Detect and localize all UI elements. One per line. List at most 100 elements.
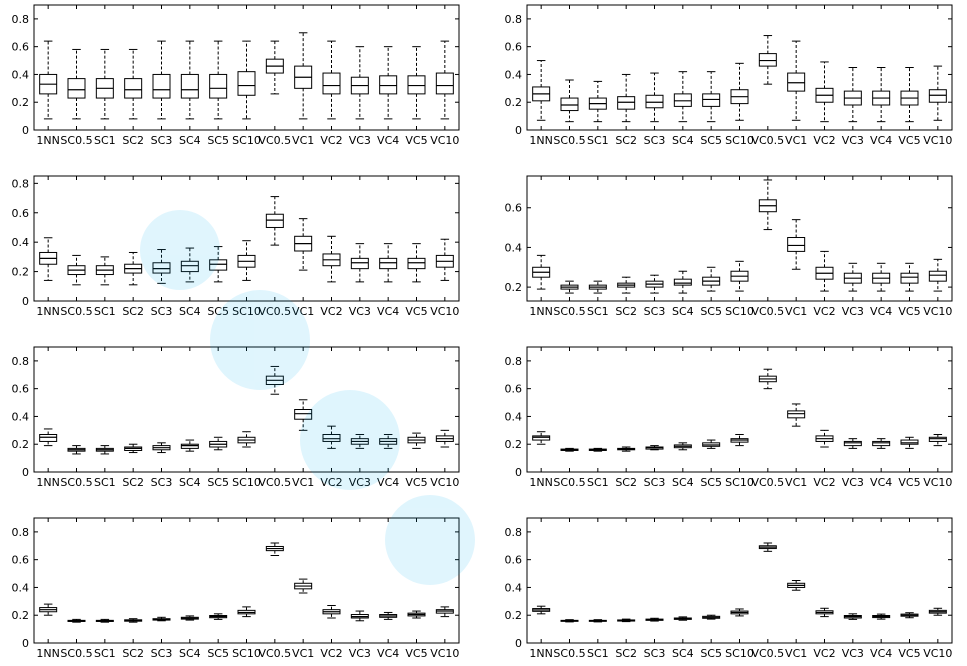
x-tick-label: VC4 — [870, 476, 892, 489]
x-tick-label: VC10 — [923, 476, 952, 489]
box-VC2 — [815, 429, 834, 448]
x-tick-label: 1NN — [36, 305, 59, 318]
x-tick-label: VC1 — [292, 134, 314, 147]
y-tick-label: 0.6 — [505, 202, 523, 215]
x-tick-label: VC10 — [430, 647, 459, 660]
iqr-box — [407, 75, 426, 95]
x-tick-label: SC10 — [232, 134, 261, 147]
box-SC2 — [617, 276, 636, 294]
box-VC0.5 — [758, 35, 777, 85]
box-VC3 — [350, 243, 369, 283]
box-SC10 — [730, 62, 749, 121]
box-SC10 — [237, 606, 256, 618]
y-tick-label: 0 — [515, 637, 522, 650]
box-1NN — [39, 237, 58, 281]
box-VC5 — [407, 432, 426, 449]
iqr-box — [379, 257, 398, 270]
iqr-box — [180, 260, 199, 273]
box-SC5 — [209, 40, 228, 120]
y-tick-label: 0 — [22, 637, 29, 650]
box-SC0.5 — [67, 618, 86, 623]
iqr-box — [532, 435, 551, 441]
y-tick-label: 0.2 — [505, 609, 523, 622]
y-tick-label: 0.4 — [12, 581, 30, 594]
x-tick-label: VC4 — [870, 305, 892, 318]
x-tick-label: SC1 — [94, 647, 116, 660]
x-tick-label: SC1 — [587, 647, 609, 660]
box-VC4 — [872, 438, 891, 449]
x-tick-label: SC10 — [725, 305, 754, 318]
y-tick-label: 0 — [22, 466, 29, 479]
iqr-box — [787, 237, 806, 252]
box-VC0.5 — [265, 365, 284, 395]
x-tick-label: VC4 — [377, 134, 399, 147]
box-VC4 — [872, 262, 891, 292]
y-tick-label: 0.4 — [505, 241, 523, 254]
box-VC0.5 — [265, 196, 284, 246]
x-tick-label: 1NN — [36, 134, 59, 147]
x-tick-label: SC5 — [207, 134, 229, 147]
x-tick-label: VC2 — [320, 476, 342, 489]
box-VC0.5 — [265, 542, 284, 556]
y-tick-label: 0.6 — [12, 554, 30, 567]
box-SC3 — [152, 616, 171, 622]
y-tick-label: 0.4 — [12, 68, 30, 81]
axes-frame — [33, 517, 460, 644]
iqr-box — [928, 436, 947, 442]
iqr-box — [180, 443, 199, 449]
x-tick-label: SC3 — [151, 305, 173, 318]
x-tick-label: SC1 — [587, 134, 609, 147]
box-SC10 — [730, 260, 749, 292]
iqr-box — [379, 75, 398, 95]
box-SC3 — [152, 442, 171, 454]
box-VC1 — [294, 578, 313, 594]
iqr-box — [872, 440, 891, 447]
box-SC4 — [673, 616, 692, 621]
x-tick-label: SC1 — [587, 305, 609, 318]
chart-panel-5: 0 0.2 0.4 0.6 0.8 1NN SC0.5 SC1 SC2 SC3 SC4 SC5 SC10… — [12, 346, 460, 489]
y-tick-label: 0.2 — [505, 438, 523, 451]
box-VC10 — [435, 238, 454, 281]
box-1NN — [39, 40, 58, 120]
iqr-box — [237, 71, 256, 96]
x-tick-label: SC4 — [672, 134, 694, 147]
box-SC5 — [702, 266, 721, 292]
box-SC1 — [95, 618, 114, 623]
box-VC0.5 — [265, 40, 284, 95]
y-tick-label: 0 — [22, 295, 29, 308]
box-VC3 — [350, 46, 369, 120]
iqr-box — [560, 97, 579, 112]
x-tick-label: SC2 — [615, 476, 637, 489]
x-tick-label: VC3 — [842, 134, 864, 147]
box-VC2 — [815, 61, 834, 123]
box-1NN — [39, 428, 58, 447]
iqr-box — [787, 410, 806, 419]
y-tick-label: 0.2 — [12, 609, 30, 622]
iqr-box — [265, 213, 284, 228]
box-SC3 — [152, 249, 171, 284]
x-tick-label: SC1 — [94, 134, 116, 147]
axes-frame — [33, 346, 460, 473]
x-tick-label: SC4 — [179, 134, 201, 147]
box-VC1 — [787, 219, 806, 270]
box-SC0.5 — [560, 280, 579, 294]
x-tick-label: VC5 — [898, 134, 920, 147]
box-SC2 — [617, 618, 636, 623]
box-SC5 — [209, 436, 228, 451]
x-tick-label: SC10 — [232, 305, 261, 318]
x-tick-label: VC1 — [292, 305, 314, 318]
x-tick-label: 1NN — [529, 476, 552, 489]
y-tick-label: 0.8 — [505, 13, 523, 26]
iqr-box — [900, 439, 919, 445]
box-SC5 — [702, 71, 721, 123]
box-SC4 — [673, 71, 692, 123]
iqr-box — [39, 434, 58, 442]
x-tick-label: VC4 — [377, 476, 399, 489]
x-tick-label: VC5 — [405, 647, 427, 660]
box-1NN — [532, 60, 551, 121]
x-tick-label: VC0.5 — [751, 476, 784, 489]
y-tick-label: 0.8 — [12, 13, 30, 26]
box-VC3 — [350, 610, 369, 622]
chart-panel-7: 0 0.2 0.4 0.6 0.8 1NN SC0.5 SC1 SC2 SC3 SC4 SC5 SC10… — [12, 517, 460, 660]
